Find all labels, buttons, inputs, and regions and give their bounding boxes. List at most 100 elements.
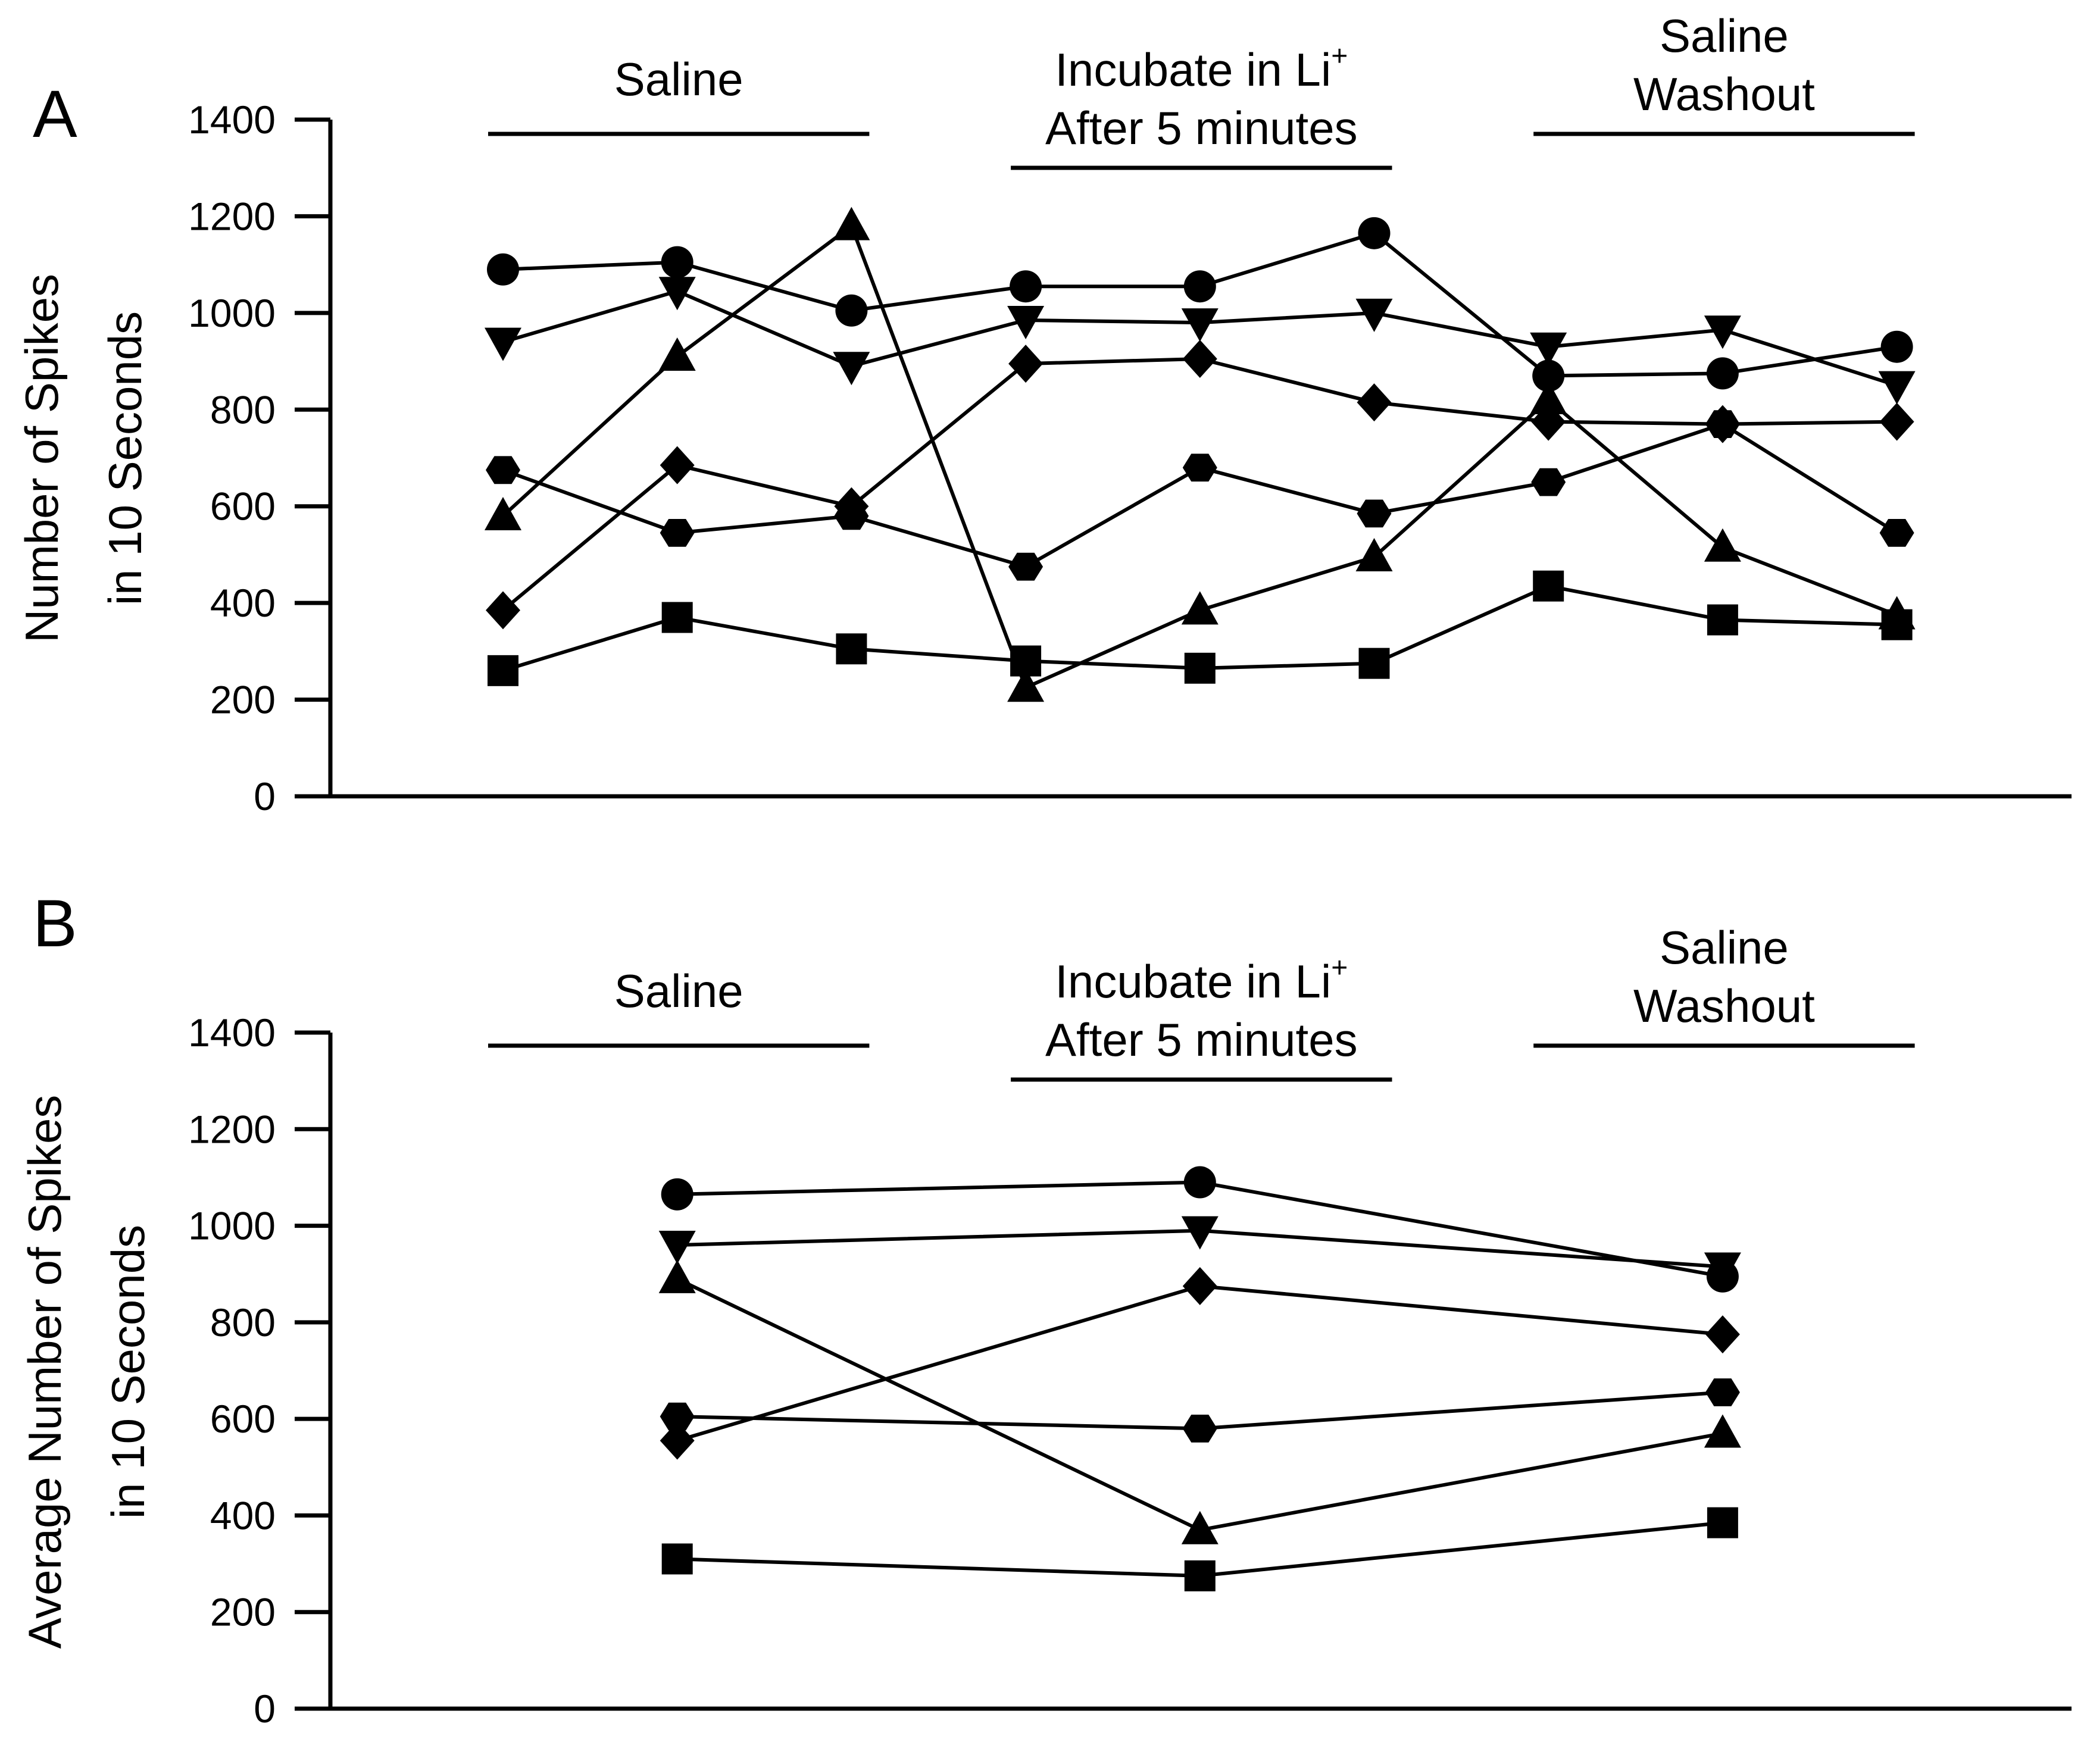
marker-triangle-up	[1355, 537, 1393, 571]
marker-hexagon	[1879, 519, 1914, 547]
marker-triangle-up	[1181, 591, 1219, 625]
marker-square	[836, 633, 867, 665]
y-tick-label: 600	[210, 484, 276, 528]
marker-square	[1184, 1560, 1216, 1591]
marker-diamond	[1357, 383, 1392, 422]
marker-circle	[661, 246, 693, 279]
marker-square	[1533, 570, 1564, 602]
marker-circle	[1706, 357, 1739, 390]
series-line-hexagon	[502, 422, 1898, 569]
y-axis-title: in 10 Seconds	[99, 311, 151, 605]
marker-hexagon	[1705, 1378, 1740, 1406]
marker-triangle-up	[658, 1259, 696, 1293]
y-tick-label: 1200	[188, 194, 276, 238]
marker-square	[1707, 604, 1738, 636]
y-tick-label: 1000	[188, 291, 276, 335]
y-tick-label: 0	[254, 774, 276, 818]
marker-triangle-down	[1181, 1216, 1219, 1250]
y-tick-label: 200	[210, 1590, 276, 1634]
marker-hexagon	[1357, 499, 1392, 528]
y-tick-label: 400	[210, 581, 276, 625]
marker-circle	[1010, 270, 1042, 303]
marker-triangle-up	[1007, 668, 1045, 702]
marker-hexagon	[1182, 1415, 1217, 1443]
y-tick-label: 400	[210, 1493, 276, 1537]
y-axis-title: Number of Spikes	[15, 274, 68, 643]
marker-diamond	[1705, 1315, 1740, 1354]
marker-triangle-up	[833, 207, 870, 240]
panel-a: A Number of Spikes in 10 Seconds 0 200 400 600…	[15, 10, 2072, 818]
marker-hexagon	[1182, 453, 1217, 482]
period-label: Incubate in Li+	[1055, 40, 1348, 96]
y-tick-label: 600	[210, 1397, 276, 1441]
period-label: Saline	[614, 965, 743, 1017]
marker-triangle-down	[658, 277, 696, 311]
y-axis-title: Average Number of Spikes	[18, 1095, 71, 1649]
period-label: Saline	[614, 53, 743, 105]
marker-diamond	[1879, 402, 1914, 441]
marker-triangle-down	[833, 352, 870, 386]
y-axis-title: in 10 Seconds	[102, 1225, 154, 1519]
marker-diamond	[486, 591, 520, 630]
period-label: Washout	[1633, 980, 1815, 1032]
marker-triangle-down	[658, 1231, 696, 1265]
marker-circle	[1880, 330, 1913, 363]
y-tick-label: 200	[210, 678, 276, 722]
marker-hexagon	[1705, 410, 1740, 438]
marker-square	[1184, 652, 1216, 684]
marker-square	[1707, 1507, 1738, 1538]
marker-square	[1358, 648, 1390, 679]
marker-circle	[835, 294, 868, 327]
period-label: Incubate in Li+	[1055, 952, 1348, 1008]
marker-triangle-down	[1878, 371, 1916, 405]
marker-triangle-down	[485, 327, 521, 361]
period-label: Saline	[1660, 921, 1789, 974]
marker-diamond	[660, 1421, 695, 1460]
marker-hexagon	[486, 456, 520, 484]
marker-triangle-up	[485, 496, 521, 530]
marker-square	[488, 655, 518, 686]
marker-square	[1010, 645, 1042, 677]
period-label: After 5 minutes	[1045, 102, 1358, 154]
y-tick-label: 800	[210, 387, 276, 431]
marker-triangle-down	[1530, 332, 1567, 366]
marker-diamond	[1531, 402, 1566, 441]
marker-triangle-down	[1704, 315, 1741, 349]
y-tick-label: 1200	[188, 1107, 276, 1151]
marker-triangle-up	[1530, 381, 1567, 415]
marker-triangle-up	[1181, 1510, 1219, 1544]
period-label-superscript: +	[1331, 40, 1348, 72]
panel-letter: A	[33, 77, 77, 151]
marker-triangle-up	[1704, 1414, 1741, 1448]
marker-triangle-down	[1355, 298, 1393, 332]
period-label: Saline	[1660, 10, 1789, 62]
period-label: After 5 minutes	[1045, 1014, 1358, 1066]
marker-circle	[487, 253, 519, 286]
marker-hexagon	[660, 1402, 695, 1431]
y-tick-label: 0	[254, 1687, 276, 1731]
series-line-diamond	[502, 356, 1897, 612]
marker-hexagon	[660, 519, 695, 547]
marker-circle	[1358, 217, 1391, 249]
marker-square	[661, 602, 693, 633]
y-tick-label: 1000	[188, 1204, 276, 1248]
panel-b: B Average Number of Spikes in 10 Seconds 0 2…	[18, 886, 2072, 1731]
marker-hexagon	[834, 502, 869, 530]
marker-triangle-down	[1704, 1252, 1741, 1286]
marker-diamond	[1182, 340, 1217, 379]
marker-diamond	[1182, 1267, 1217, 1305]
marker-circle	[661, 1178, 693, 1211]
marker-triangle-down	[1181, 308, 1219, 342]
marker-triangle-up	[1704, 528, 1741, 562]
marker-circle	[1532, 359, 1565, 392]
marker-square	[1881, 609, 1913, 640]
y-tick-label: 800	[210, 1300, 276, 1344]
panel-letter: B	[33, 886, 77, 961]
marker-circle	[1183, 1166, 1216, 1199]
marker-hexagon	[1008, 552, 1044, 581]
y-tick-label: 1400	[188, 98, 276, 142]
y-tick-label: 1400	[188, 1011, 276, 1055]
marker-square	[661, 1543, 693, 1575]
marker-triangle-up	[658, 337, 696, 371]
